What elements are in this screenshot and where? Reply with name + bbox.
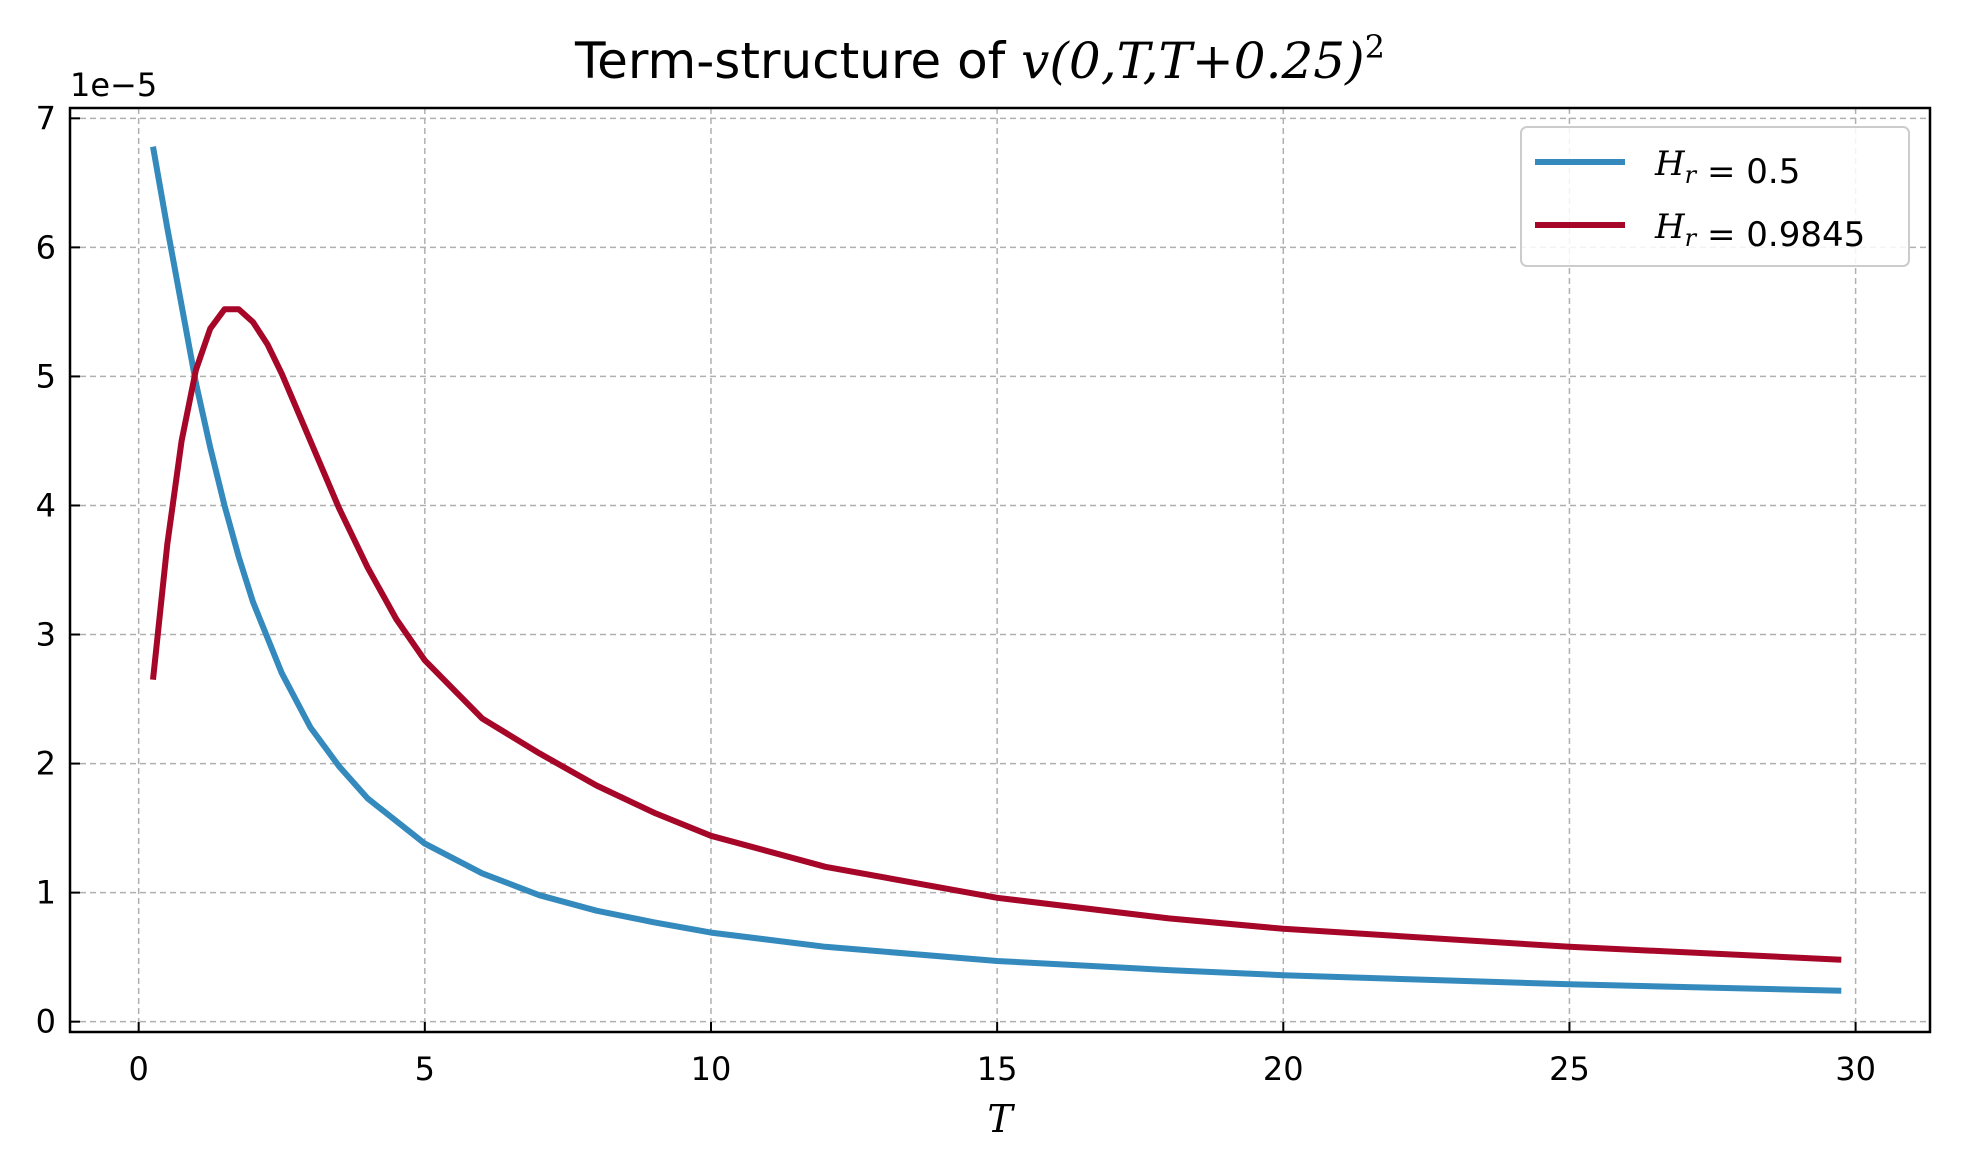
axes-frame (68, 106, 1932, 1034)
legend-label-hr-0.9845-value: 0.9845 (1746, 215, 1865, 255)
legend-label-hr-0.5: Hr = 0.5 (1654, 144, 1800, 192)
legend-label-hr-0.5-value: 0.5 (1746, 152, 1800, 192)
x-tick-label: 5 (415, 1050, 435, 1088)
x-tick-label: 25 (1549, 1050, 1590, 1088)
chart-title-prefix: Term-structure of (574, 32, 1021, 90)
y-tick-label: 1 (36, 874, 56, 912)
ticks: 0 5 10 15 20 25 30 0 1 2 3 4 5 6 7 (36, 99, 1876, 1088)
x-axis-label: T (987, 1097, 1015, 1141)
legend-label-hr-0.9845: Hr = 0.9845 (1654, 207, 1865, 255)
x-tick-label: 30 (1835, 1050, 1876, 1088)
y-tick-label: 2 (36, 745, 56, 783)
series-line-hr-0.5 (150, 146, 1842, 994)
legend: Hr = 0.5 Hr = 0.9845 (1520, 126, 1910, 267)
series-line-hr-0.9845 (150, 306, 1842, 963)
y-tick-label: 0 (36, 1003, 56, 1041)
y-tick-label: 6 (36, 228, 56, 266)
y-offset-label: 1e−5 (70, 66, 157, 104)
chart-title: Term-structure of v(0,T,T+0.25)2 (574, 28, 1385, 90)
chart-title-superscript: 2 (1365, 28, 1385, 66)
y-tick-label: 5 (36, 357, 56, 395)
y-tick-label: 4 (36, 486, 56, 524)
chart-title-math: v(0,T,T+0.25) (1021, 32, 1364, 90)
y-tick-label: 3 (36, 616, 56, 654)
series-layer (150, 146, 1842, 994)
x-tick-label: 15 (977, 1050, 1018, 1088)
legend-label-hr-0.5-symbol: H (1654, 144, 1686, 184)
x-tick-label: 20 (1263, 1050, 1304, 1088)
grid (70, 108, 1930, 1032)
legend-label-hr-0.9845-symbol: H (1654, 207, 1686, 247)
x-tick-label: 0 (128, 1050, 148, 1088)
y-tick-label: 7 (36, 99, 56, 137)
x-tick-label: 10 (691, 1050, 732, 1088)
